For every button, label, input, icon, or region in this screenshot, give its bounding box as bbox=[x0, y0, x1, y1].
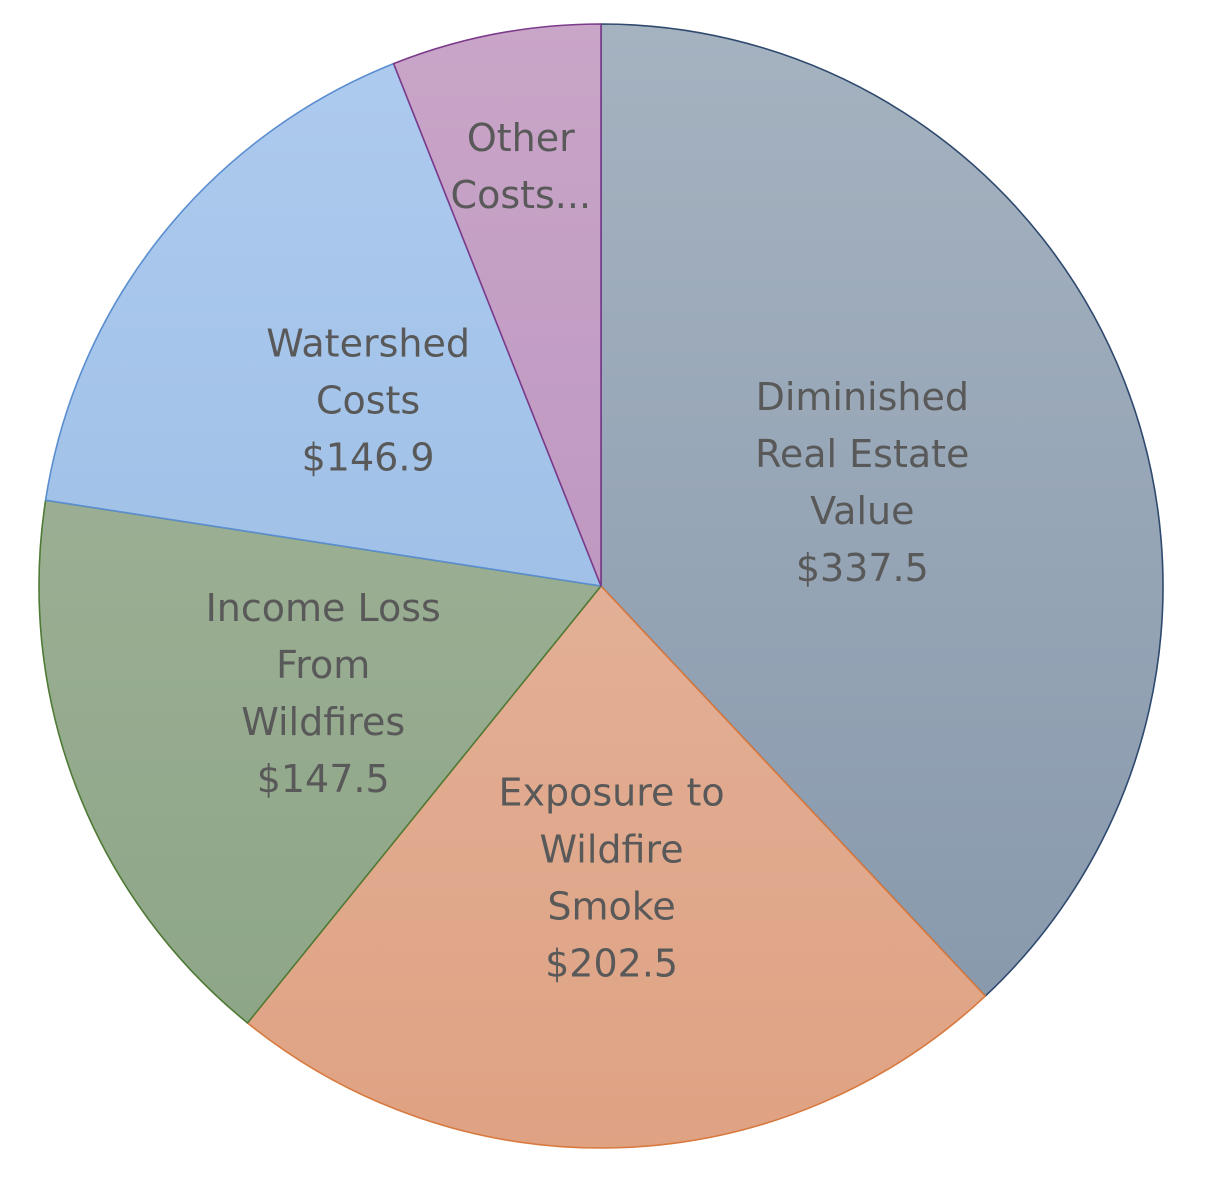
slices-layer bbox=[38, 23, 1164, 1149]
slice-label-1: Exposure to Wildfire Smoke $202.5 bbox=[499, 771, 725, 986]
slice-label-line: $202.5 bbox=[545, 942, 678, 986]
pie-slice-0 bbox=[600, 23, 1164, 997]
slice-label-4: Other Costs... bbox=[451, 116, 592, 217]
slice-label-line: Exposure to bbox=[499, 771, 725, 815]
slice-label-line: $337.5 bbox=[796, 546, 929, 590]
labels-layer: Diminished Real Estate Value $337.5 Exposure… bbox=[206, 116, 970, 986]
slice-label-line: $146.9 bbox=[302, 435, 435, 479]
slice-label-line: $147.5 bbox=[257, 757, 390, 801]
pie-slice-4 bbox=[392, 23, 602, 587]
slice-label-0: Diminished Real Estate Value $337.5 bbox=[755, 375, 969, 590]
slice-label-line: Wildfire bbox=[540, 828, 684, 872]
pie-slice-1 bbox=[246, 585, 987, 1149]
slice-label-line: Income Loss bbox=[206, 586, 441, 630]
slice-label-line: Value bbox=[810, 489, 914, 533]
pie-slice-3 bbox=[44, 62, 602, 587]
slice-label-line: Costs... bbox=[451, 173, 592, 217]
slice-label-line: From bbox=[276, 643, 370, 687]
slice-label-line: Diminished bbox=[756, 375, 969, 419]
slice-label-line: Wildfires bbox=[241, 700, 405, 744]
pie-slice-2 bbox=[38, 499, 602, 1024]
slice-label-line: Real Estate bbox=[755, 432, 969, 476]
slice-label-line: Costs bbox=[316, 378, 420, 422]
slice-label-line: Other bbox=[467, 116, 575, 160]
slice-label-line: Watershed bbox=[266, 321, 470, 365]
slice-label-line: Smoke bbox=[547, 885, 675, 929]
slice-label-3: Watershed Costs $146.9 bbox=[266, 321, 470, 479]
slice-label-2: Income Loss From Wildfires $147.5 bbox=[206, 586, 441, 801]
